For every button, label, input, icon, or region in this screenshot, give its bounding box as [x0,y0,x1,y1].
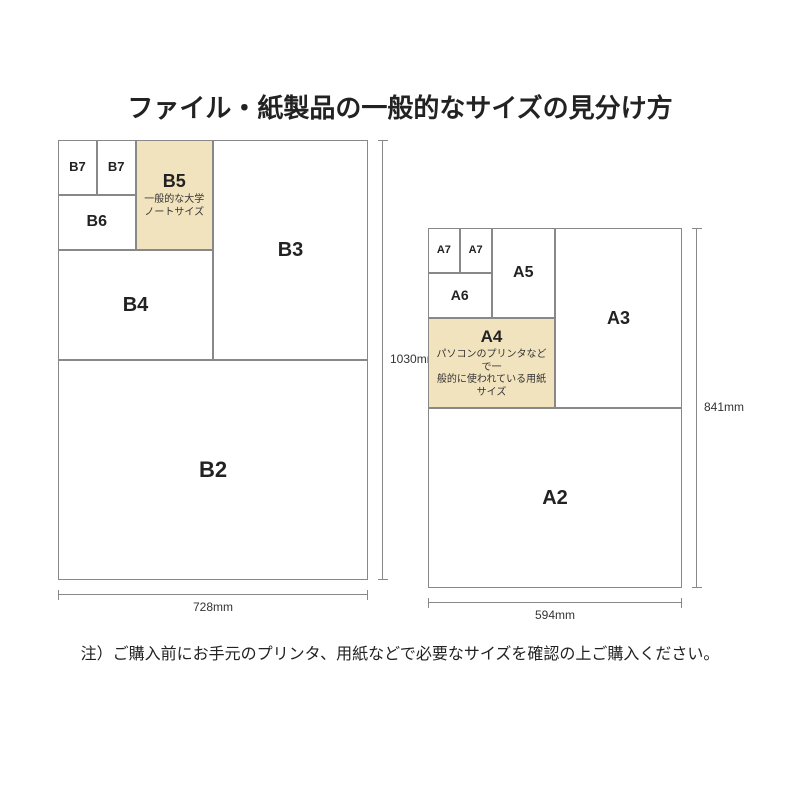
paper-size-a5: A5 [492,228,556,318]
paper-size-label: A4 [481,327,503,347]
b-height-dim-line [382,140,383,580]
paper-size-label: B3 [278,239,304,262]
paper-size-label: B7 [108,160,125,175]
footnote-text: 注）ご購入前にお手元のプリンタ、用紙などで必要なサイズを確認の上ご購入ください。 [0,640,800,664]
paper-size-label: B7 [69,160,86,175]
paper-size-b3: B3 [213,140,368,360]
b-width-dim-label: 728mm [58,600,368,614]
paper-size-label: A5 [513,264,533,282]
paper-size-a7b: A7 [460,228,492,273]
paper-size-label: A2 [542,487,568,510]
paper-size-label: B4 [123,294,149,317]
paper-size-a2: A2 [428,408,682,588]
paper-size-a4: A4パソコンのプリンタなどで一般的に使われている用紙サイズ [428,318,555,408]
a-height-dim-label: 841mm [704,400,744,414]
paper-size-label: B5 [163,171,186,192]
paper-size-b7a: B7 [58,140,97,195]
paper-size-label: A6 [451,287,469,303]
paper-size-label: A7 [469,244,483,257]
a-series-diagram: A1A2A3A4パソコンのプリンタなどで一般的に使われている用紙サイズA5A6A… [428,228,682,588]
paper-size-a6: A6 [428,273,492,318]
b-width-dim-line [58,594,368,595]
page-title: ファイル・紙製品の一般的なサイズの見分け方 [0,88,800,125]
a-width-dim-line [428,602,682,603]
b-series-diagram: B1B2B3B4B5一般的な大学ノートサイズB6B7B7 728mm 1030m… [58,140,368,580]
paper-size-b5: B5一般的な大学ノートサイズ [136,140,214,250]
paper-size-label: A3 [607,308,630,329]
paper-size-b4: B4 [58,250,213,360]
paper-size-b7b: B7 [97,140,136,195]
paper-size-b2: B2 [58,360,368,580]
paper-size-label: A7 [437,244,451,257]
paper-size-label: B2 [199,457,227,482]
paper-size-sublabel: パソコンのプリンタなどで一般的に使われている用紙サイズ [429,349,554,399]
paper-size-a7a: A7 [428,228,460,273]
paper-size-b6: B6 [58,195,136,250]
paper-size-sublabel: 一般的な大学ノートサイズ [140,194,208,219]
b-series-area: B1B2B3B4B5一般的な大学ノートサイズB6B7B7 [58,140,368,580]
a-series-area: A1A2A3A4パソコンのプリンタなどで一般的に使われている用紙サイズA5A6A… [428,228,682,588]
paper-size-a3: A3 [555,228,682,408]
paper-size-label: B6 [87,213,107,231]
a-width-dim-label: 594mm [428,608,682,622]
a-height-dim-line [696,228,697,588]
